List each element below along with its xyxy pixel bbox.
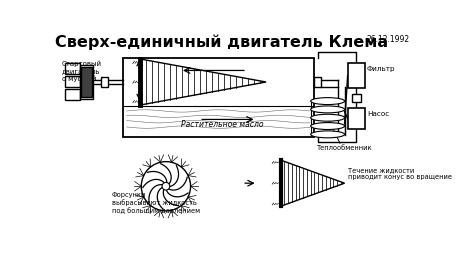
Bar [65,63,80,74]
Text: Насос: Насос [367,111,389,117]
Bar [65,76,80,87]
Ellipse shape [311,106,344,113]
Bar [80,65,93,99]
Bar [101,77,108,87]
Text: Стартовый
двигатель
с муфтой: Стартовый двигатель с муфтой [62,60,102,82]
Polygon shape [281,160,344,206]
Text: Форсунки
выбрасывают жидкость
под большим давлением: Форсунки выбрасывают жидкость под больши… [112,192,200,214]
Polygon shape [140,59,266,105]
Bar [348,63,365,88]
Text: 26.12.1992: 26.12.1992 [366,35,409,44]
Text: Растительное масло: Растительное масло [181,120,263,129]
Bar [351,94,361,102]
Text: Сверх-единичный двигатель Клема: Сверх-единичный двигатель Клема [55,35,388,50]
Bar [123,58,314,137]
Bar [314,77,322,87]
Ellipse shape [311,131,344,138]
Ellipse shape [311,123,344,130]
Bar [348,108,365,129]
Bar [81,67,92,97]
Text: Течение жидкости
приводит конус во вращение: Течение жидкости приводит конус во враще… [348,167,453,180]
Text: Теплообменник: Теплообменник [317,145,373,151]
Ellipse shape [311,114,344,121]
Ellipse shape [311,98,344,104]
Bar [65,89,80,101]
Text: Фильтр: Фильтр [367,66,395,72]
